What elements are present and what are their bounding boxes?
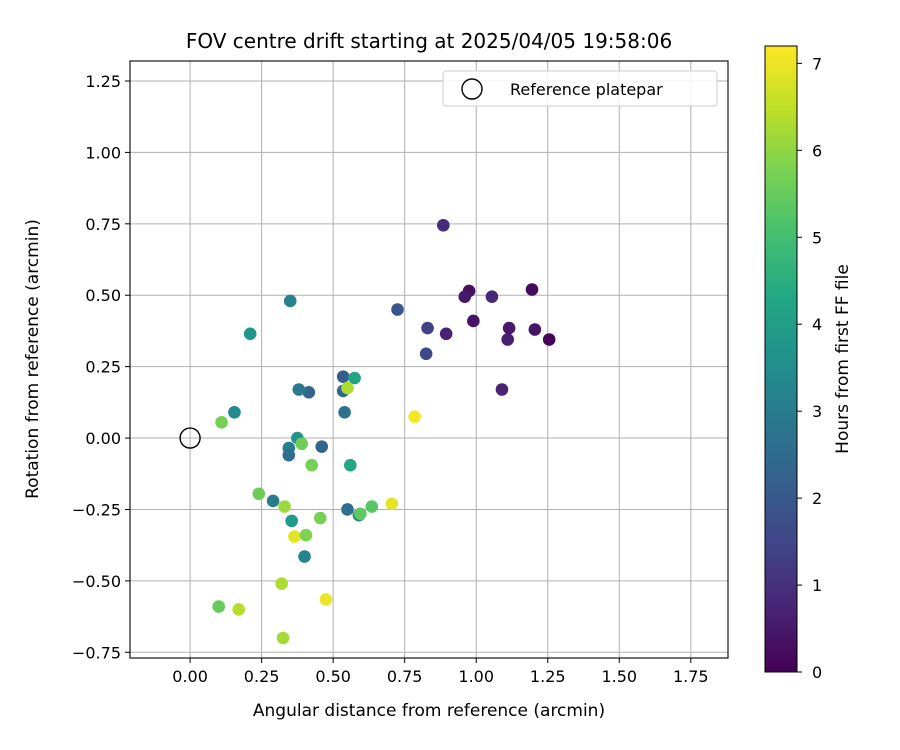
x-tick-label: 0.00	[172, 667, 208, 686]
scatter-point	[266, 494, 280, 508]
scatter-point	[243, 327, 257, 341]
y-tick-label: −0.75	[72, 643, 121, 662]
scatter-point	[232, 603, 246, 616]
x-axis-ticks: 0.00 0.25 0.50 0.75 1.00 1.25 1.50 1.75	[172, 658, 709, 686]
colorbar-ticks: 0 1 2 3 4 5 6 7	[797, 54, 822, 682]
scatter-point	[348, 371, 361, 385]
scatter-point	[215, 416, 228, 429]
x-tick-label: 1.50	[601, 667, 637, 686]
plot-area: 0.00 0.25 0.50 0.75 1.00 1.25 1.50 1.75 −0.75−0…	[72, 60, 729, 686]
scatter-point	[354, 507, 367, 521]
legend: Reference platepar	[442, 70, 718, 107]
plot-frame	[129, 60, 729, 659]
reference-marker-group	[179, 427, 201, 449]
colorbar-tick-label: 1	[812, 576, 822, 595]
scatter-point	[341, 503, 354, 516]
scatter-point	[298, 550, 311, 563]
x-tick-label: 1.75	[673, 667, 709, 686]
scatter-point	[467, 314, 480, 328]
scatter-point	[292, 383, 306, 396]
scatter-point	[542, 333, 556, 346]
scatter-point	[365, 500, 379, 513]
scatter-point	[283, 294, 297, 308]
scatter-point	[315, 440, 329, 453]
scatter-point	[439, 327, 453, 341]
y-tick-label: 0.25	[85, 358, 121, 377]
scatter-point	[485, 290, 499, 303]
y-tick-label: −0.25	[72, 500, 121, 519]
colorbar-label: Hours from first FF file	[833, 264, 853, 454]
scatter-point	[228, 406, 241, 419]
scatter-point	[288, 530, 301, 543]
y-tick-label: 1.00	[85, 143, 121, 162]
scatter-point	[437, 218, 450, 232]
y-axis-label: Rotation from reference (arcmin)	[23, 219, 43, 499]
scatter-point	[501, 333, 514, 346]
colorbar-gradient	[764, 45, 798, 673]
legend-label-reference: Reference platepar	[510, 80, 663, 99]
reference-platepar-marker	[179, 427, 201, 449]
x-tick-label: 0.25	[244, 667, 280, 686]
y-axis-ticks: −0.75 −0.50 −0.25 0.00 0.25 0.50 0.75 1.00 1.25	[72, 72, 130, 662]
scatter-point	[391, 303, 404, 316]
scatter-point	[338, 406, 351, 419]
scatter-points	[212, 218, 556, 645]
scatter-point	[278, 500, 291, 513]
scatter-point	[421, 321, 434, 335]
x-tick-label: 1.25	[530, 667, 566, 686]
scatter-point	[458, 290, 472, 303]
scatter-point	[282, 448, 296, 462]
y-tick-label: 0.50	[85, 286, 121, 305]
scatter-point	[285, 514, 298, 528]
grid-lines	[130, 61, 728, 658]
legend-marker-reference	[461, 78, 483, 100]
colorbar-tick-label: 5	[812, 228, 822, 247]
scatter-point	[212, 600, 225, 613]
scatter-point	[336, 370, 350, 383]
scatter-point	[408, 410, 421, 423]
y-tick-label: 0.00	[85, 429, 121, 448]
scatter-point	[313, 511, 327, 525]
scatter-point	[495, 383, 509, 396]
colorbar: 0 1 2 3 4 5 6 7 Hours from first FF file	[764, 45, 853, 682]
scatter-point	[344, 458, 357, 472]
scatter-point	[419, 347, 433, 361]
scatter-point	[252, 487, 266, 501]
scatter-point	[302, 386, 316, 399]
legend-box	[442, 70, 718, 107]
scatter-point	[295, 437, 308, 451]
x-axis-label: Angular distance from reference (arcmin)	[253, 701, 605, 721]
x-tick-label: 0.75	[387, 667, 423, 686]
scatter-point	[525, 283, 539, 296]
colorbar-tick-label: 4	[812, 315, 822, 334]
scatter-point	[528, 323, 542, 336]
scatter-point	[385, 497, 399, 511]
colorbar-tick-label: 2	[812, 489, 822, 508]
scatter-point	[319, 593, 333, 606]
chart-title: FOV centre drift starting at 2025/04/05 …	[186, 29, 672, 53]
colorbar-tick-label: 3	[812, 402, 822, 421]
colorbar-tick-label: 0	[812, 663, 822, 682]
colorbar-tick-label: 7	[812, 54, 822, 73]
y-tick-label: −0.50	[72, 572, 121, 591]
colorbar-tick-label: 6	[812, 141, 822, 160]
scatter-point	[275, 577, 288, 591]
scatter-point	[299, 528, 313, 542]
scatter-point	[341, 381, 354, 395]
scatter-point	[305, 458, 318, 472]
x-tick-label: 1.00	[458, 667, 494, 686]
y-tick-label: 0.75	[85, 215, 121, 234]
scatter-point	[276, 631, 290, 645]
x-tick-label: 0.50	[315, 667, 351, 686]
scatter-point	[502, 321, 516, 335]
y-tick-label: 1.25	[85, 72, 121, 91]
